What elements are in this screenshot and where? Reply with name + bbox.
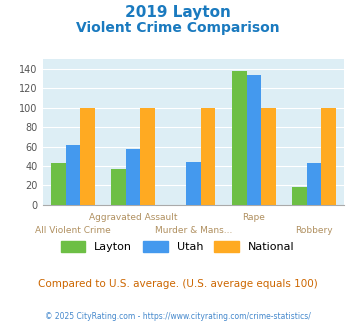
- Bar: [232, 71, 247, 205]
- Text: Aggravated Assault: Aggravated Assault: [89, 213, 178, 222]
- Bar: [186, 162, 201, 205]
- Text: Murder & Mans...: Murder & Mans...: [155, 226, 232, 235]
- Text: Violent Crime Comparison: Violent Crime Comparison: [76, 21, 279, 35]
- Bar: [126, 149, 140, 205]
- Text: Robbery: Robbery: [295, 226, 333, 235]
- Text: All Violent Crime: All Violent Crime: [35, 226, 111, 235]
- Bar: [307, 163, 321, 205]
- Legend: Layton, Utah, National: Layton, Utah, National: [56, 237, 299, 257]
- Bar: [201, 108, 215, 205]
- Text: 2019 Layton: 2019 Layton: [125, 5, 230, 20]
- Bar: [111, 169, 126, 205]
- Bar: [261, 108, 275, 205]
- Bar: [66, 145, 80, 205]
- Bar: [140, 108, 155, 205]
- Bar: [293, 187, 307, 205]
- Text: © 2025 CityRating.com - https://www.cityrating.com/crime-statistics/: © 2025 CityRating.com - https://www.city…: [45, 312, 310, 321]
- Bar: [247, 75, 261, 205]
- Bar: [80, 108, 94, 205]
- Bar: [321, 108, 336, 205]
- Text: Rape: Rape: [242, 213, 265, 222]
- Bar: [51, 163, 66, 205]
- Text: Compared to U.S. average. (U.S. average equals 100): Compared to U.S. average. (U.S. average …: [38, 279, 317, 289]
